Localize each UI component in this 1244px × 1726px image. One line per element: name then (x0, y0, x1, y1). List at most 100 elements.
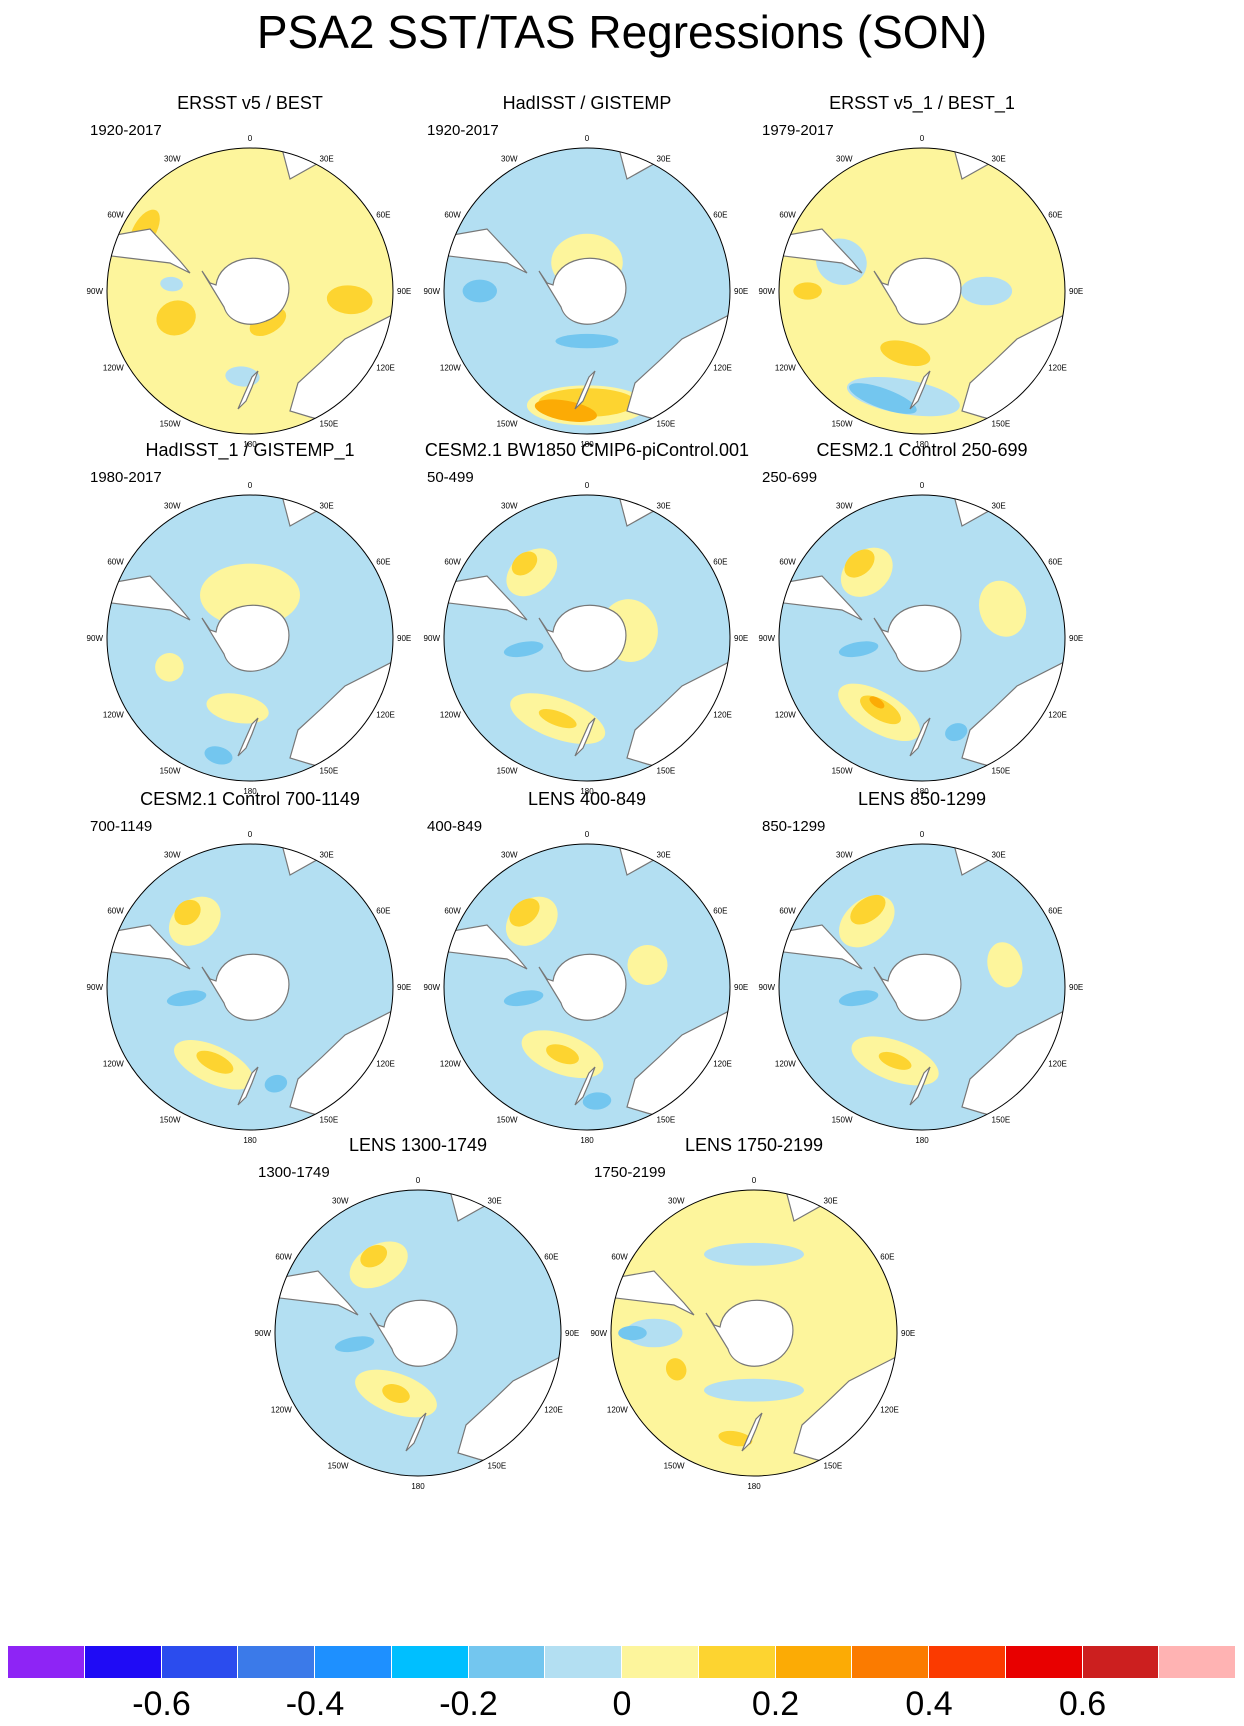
new-zealand-coastline (237, 1066, 259, 1106)
longitude-label: 90W (759, 287, 776, 296)
polar-map: 0 30E 60E 90E 120E 150E 180 150W 120W 90W 60W 30W (424, 830, 749, 1145)
colorbar-cell (468, 1646, 546, 1678)
longitude-label: 120E (713, 364, 732, 373)
new-zealand-coastline (909, 370, 931, 410)
regression-field (779, 844, 1065, 1130)
panel-period: 1979-2017 (762, 122, 834, 139)
map-boundary (778, 147, 1066, 435)
polar-map: 0 30E 60E 90E 120E 150E 180 150W 120W 90W 60W 30W (87, 134, 412, 449)
map-panel: LENS 1750-2199 1750-2199 0 30E 60E 90E 120E 150… (574, 1134, 934, 1499)
panel-title: LENS 400-849 (527, 789, 647, 809)
longitude-label: 30E (992, 502, 1006, 511)
regression-field (107, 495, 393, 781)
longitude-label: 60W (444, 211, 461, 220)
longitude-label: 150W (160, 1116, 181, 1125)
longitude-label: 0 (752, 1176, 757, 1185)
longitude-label: 60E (713, 907, 727, 916)
longitude-label: 30E (992, 851, 1006, 860)
colorbar-tick-label: -0.2 (439, 1685, 498, 1723)
regression-field (107, 844, 393, 1130)
longitude-label: 120W (775, 711, 796, 720)
anomaly-region (582, 1092, 612, 1110)
south-america-coastline (444, 924, 528, 970)
map-panel: HadISST / GISTEMP 1920-2017 0 30E 60E 90E 120E… (407, 92, 767, 457)
map-panel: LENS 400-849 400-849 0 30E 60E 90E 120E 150E 180… (407, 788, 767, 1153)
longitude-label: 90W (591, 1329, 608, 1338)
longitude-label: 150E (992, 1116, 1011, 1125)
new-zealand-coastline (237, 717, 259, 757)
longitude-label: 30W (501, 502, 518, 511)
longitude-label: 30E (320, 502, 334, 511)
longitude-label: 90W (87, 983, 104, 992)
anomaly-region (627, 945, 668, 985)
longitude-label: 0 (920, 481, 925, 490)
longitude-label: 120W (103, 1060, 124, 1069)
new-zealand-coastline (237, 370, 259, 410)
polar-map: 0 30E 60E 90E 120E 150E 180 150W 120W 90W 60W 30W (87, 830, 412, 1145)
anomaly-region (945, 723, 968, 742)
polar-map: 0 30E 60E 90E 120E 150E 180 150W 120W 90W 60W 30W (759, 481, 1084, 796)
anomaly-region (503, 641, 544, 658)
longitude-label: 120W (271, 1406, 292, 1415)
map-boundary (274, 1189, 562, 1477)
longitude-label: 180 (243, 787, 257, 796)
map-boundary (443, 843, 731, 1131)
longitude-label: 150E (992, 420, 1011, 429)
longitude-label: 150E (320, 1116, 339, 1125)
longitude-label: 180 (915, 1136, 929, 1145)
antarctica-coastline (873, 953, 962, 1021)
longitude-label: 150E (657, 767, 676, 776)
longitude-label: 30E (320, 851, 334, 860)
longitude-label: 150W (160, 767, 181, 776)
longitude-label: 120W (440, 711, 461, 720)
longitude-label: 60W (444, 558, 461, 567)
longitude-label: 150W (497, 420, 518, 429)
longitude-label: 90E (1069, 634, 1083, 643)
panel-period: 50-499 (427, 469, 474, 486)
anomaly-region (382, 1384, 410, 1403)
panel-title: LENS 1750-2199 (684, 1135, 824, 1155)
longitude-label: 120E (1048, 1060, 1067, 1069)
longitude-label: 150E (488, 1462, 507, 1471)
longitude-label: 0 (920, 134, 925, 143)
map-panel: ERSST v5 / BEST 1920-2017 0 30E 60E 90E 120E 15… (70, 92, 430, 457)
anomaly-region (166, 990, 207, 1007)
longitude-label: 120E (376, 1060, 395, 1069)
anomaly-region (555, 333, 619, 349)
panel-title: HadISST / GISTEMP (502, 93, 672, 113)
polar-map: 0 30E 60E 90E 120E 150E 180 150W 120W 90W 60W 30W (255, 1176, 580, 1491)
south-america-coastline (779, 924, 863, 970)
map-panel: LENS 1300-1749 1300-1749 0 30E 60E 90E 120E 150… (238, 1134, 598, 1499)
panel-title: ERSST v5 / BEST (177, 93, 323, 113)
anomaly-region (860, 695, 901, 725)
south-america-coastline (107, 575, 191, 621)
longitude-label: 90E (397, 983, 411, 992)
longitude-label: 90E (734, 287, 748, 296)
longitude-label: 150W (832, 767, 853, 776)
anomaly-region (704, 1378, 804, 1402)
longitude-label: 90E (1069, 287, 1083, 296)
longitude-label: 90W (87, 634, 104, 643)
colorbar-cell (8, 1646, 85, 1678)
longitude-label: 120E (1048, 711, 1067, 720)
longitude-label: 120E (376, 711, 395, 720)
longitude-label: 30E (488, 1197, 502, 1206)
antarctica-coastline (873, 257, 962, 325)
new-zealand-coastline (909, 1066, 931, 1106)
longitude-label: 90E (397, 634, 411, 643)
longitude-label: 30W (164, 502, 181, 511)
panel-title: HadISST_1 / GISTEMP_1 (145, 440, 355, 460)
longitude-label: 0 (416, 1176, 421, 1185)
longitude-label: 120W (775, 1060, 796, 1069)
longitude-label: 0 (585, 830, 590, 839)
panel-period: 1920-2017 (90, 122, 162, 139)
longitude-label: 0 (585, 481, 590, 490)
longitude-label: 150E (320, 767, 339, 776)
anomaly-region (869, 696, 885, 709)
longitude-label: 30E (824, 1197, 838, 1206)
longitude-label: 120W (440, 364, 461, 373)
longitude-label: 60W (611, 1253, 628, 1262)
anomaly-region (155, 653, 184, 682)
regression-field (779, 148, 1065, 434)
longitude-label: 150E (657, 1116, 676, 1125)
